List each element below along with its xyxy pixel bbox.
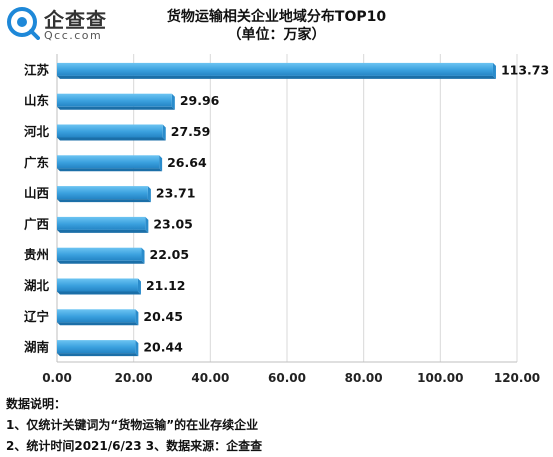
bar-shadow	[57, 260, 145, 264]
bar-end	[492, 62, 496, 79]
bar	[57, 186, 148, 200]
bar-end	[162, 124, 166, 141]
category-label: 湖南	[24, 340, 50, 355]
data-notes: 数据说明： 1、仅统计关键词为“货物运输”的在业存续企业 2、统计时间2021/…	[6, 394, 262, 457]
category-label: 广西	[24, 216, 49, 231]
bar-end	[171, 93, 175, 110]
notes-heading: 数据说明：	[6, 397, 67, 411]
category-label: 山东	[24, 93, 50, 108]
bar-shadow	[57, 229, 149, 233]
bar	[57, 247, 142, 261]
bar-shadow	[57, 75, 496, 79]
bar	[57, 155, 160, 169]
logo-domain: Qcc.com	[44, 29, 103, 42]
bar	[57, 93, 172, 107]
category-label: 辽宁	[24, 309, 49, 324]
bar	[57, 216, 146, 230]
qcc-logo: 企查查 Qcc.com	[6, 4, 116, 44]
value-label: 21.12	[146, 278, 186, 293]
x-tick-label: 120.00	[494, 371, 540, 385]
notes-line-2: 2、统计时间2021/6/23 3、数据来源：企查查	[6, 439, 263, 453]
bar-shadow	[57, 137, 166, 141]
bar-end	[145, 216, 149, 233]
category-label: 贵州	[24, 247, 49, 262]
value-label: 22.05	[150, 247, 190, 262]
category-label: 山西	[24, 186, 49, 201]
category-label: 河北	[24, 124, 50, 139]
value-label: 27.59	[171, 124, 211, 139]
bar	[57, 62, 493, 76]
bar-shadow	[57, 199, 151, 203]
value-label: 26.64	[167, 155, 207, 170]
value-label: 113.73	[501, 62, 549, 77]
value-label: 20.44	[143, 340, 183, 355]
category-label: 广东	[24, 155, 50, 170]
x-tick-label: 0.00	[42, 371, 72, 385]
bar-end	[135, 340, 139, 357]
bar	[57, 278, 138, 292]
bar-shadow	[57, 168, 163, 172]
bar-shadow	[57, 106, 175, 110]
value-label: 29.96	[180, 93, 220, 108]
bar-end	[147, 186, 151, 203]
bar-end	[141, 247, 145, 264]
x-tick-label: 100.00	[417, 371, 463, 385]
bar-shadow	[57, 291, 141, 295]
qcc-logo-icon	[7, 7, 40, 40]
notes-line-1: 1、仅统计关键词为“货物运输”的在业存续企业	[6, 418, 259, 432]
x-tick-label: 80.00	[345, 371, 383, 385]
bar	[57, 340, 136, 354]
x-tick-label: 20.00	[115, 371, 153, 385]
value-label: 20.45	[143, 309, 183, 324]
chart-subtitle: （单位：万家）	[227, 27, 326, 43]
bar-end	[137, 278, 141, 295]
bar-end	[135, 309, 139, 326]
chart-title: 货物运输相关企业地域分布TOP10	[166, 9, 387, 25]
bar	[57, 124, 163, 138]
bar	[57, 309, 136, 323]
value-label: 23.71	[156, 186, 196, 201]
bar-shadow	[57, 353, 139, 357]
value-label: 23.05	[153, 216, 193, 231]
x-tick-label: 60.00	[268, 371, 306, 385]
category-label: 湖北	[24, 278, 50, 293]
bar-end	[159, 155, 163, 172]
category-label: 江苏	[24, 62, 50, 77]
x-tick-label: 40.00	[191, 371, 229, 385]
bar-shadow	[57, 322, 139, 326]
logo-name: 企查查	[44, 8, 107, 32]
